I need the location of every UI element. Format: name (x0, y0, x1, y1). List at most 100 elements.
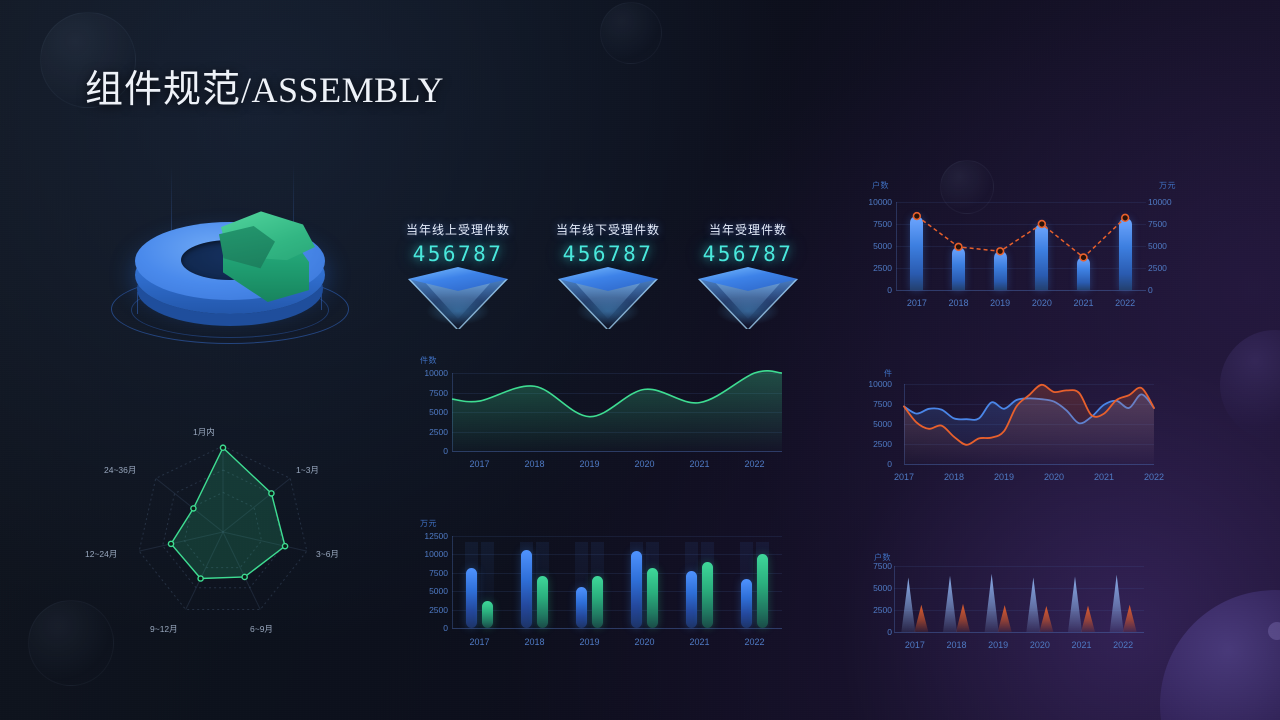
gridline (894, 588, 1144, 589)
axis-tick-label: 0 (443, 623, 448, 633)
radar-points (167, 444, 289, 582)
kpi-card-offline[interactable]: 当年线下受理件数 456787 (533, 221, 683, 329)
axis-tick-label: 2500 (429, 604, 448, 615)
chart-3d-donut[interactable] (111, 162, 349, 346)
gridline (896, 246, 1146, 247)
bar (466, 568, 477, 628)
kpi-pyramid-icon (408, 267, 508, 329)
bar (757, 554, 768, 628)
axis-tick-label: 2017 (904, 640, 925, 650)
axis-tick-label: 2018 (946, 640, 967, 650)
axis-line-x (894, 632, 1144, 633)
kpi-label: 当年受理件数 (708, 223, 787, 237)
axis-tick-label: 2019 (993, 472, 1015, 482)
axis-tick-label: 0 (887, 459, 892, 469)
donut-beam (171, 166, 172, 236)
page-title-en: ASSEMBLY (251, 70, 444, 110)
axis-tick-label: 2018 (524, 637, 545, 647)
axis-tick-label: 2020 (634, 637, 655, 647)
axis-tick-label: 10000 (868, 197, 892, 207)
gridline (452, 536, 782, 537)
axis-tick-label: 2020 (1043, 472, 1065, 482)
axis-tick-label: 7500 (873, 561, 892, 571)
axis-tick-label: 2021 (689, 459, 710, 469)
chart-cone[interactable]: 户数 0 2500 5000 7500 2017 2018 2019 2020 2021 202… (862, 552, 1182, 662)
axis-tick-label: 5000 (429, 407, 448, 417)
bar (702, 562, 713, 628)
gridline (452, 591, 782, 593)
axis-unit: 户数 (874, 553, 891, 562)
radar-svg (138, 444, 308, 610)
chart-grouped-bars[interactable]: 万元 0 2500 5000 7500 10000 12500 2017 2018 2019 2… (418, 518, 790, 658)
axis-tick-label: 2022 (1143, 472, 1165, 482)
axis-tick-label: 2500 (873, 439, 892, 449)
radar-label: 9~12月 (150, 624, 178, 634)
gridline (452, 628, 782, 629)
axis-tick-label: 10000 (424, 368, 448, 378)
chart-bar-line-combo[interactable]: 户数 万元 0 2500 5000 7500 10000 0 2500 5000 7500 10… (862, 180, 1182, 320)
page-title-separator: / (241, 70, 252, 110)
axis-unit: 万元 (420, 519, 437, 528)
axis-tick-label: 2022 (1113, 640, 1134, 650)
axis-tick-label: 2017 (906, 298, 927, 308)
bar (993, 251, 1007, 290)
axis-tick-label: 2018 (948, 298, 969, 308)
donut-platform-tick (137, 292, 138, 314)
axis-tick-label: 2019 (579, 459, 600, 469)
bar (592, 575, 603, 628)
axis-tick-label: 7500 (429, 387, 448, 398)
axis-unit-left: 户数 (872, 181, 889, 190)
radar-label: 12~24月 (85, 549, 118, 559)
axis-tick-label: 5000 (1148, 241, 1167, 251)
page-title-cn: 组件规范 (85, 69, 242, 111)
gridline (896, 224, 1146, 225)
axis-tick-label: 10000 (868, 379, 892, 389)
gridline (894, 566, 1144, 567)
bar (686, 570, 697, 628)
axis-tick-label: 2500 (429, 426, 448, 437)
gridline (452, 554, 782, 556)
kpi-card-total[interactable]: 当年受理件数 456787 (673, 221, 823, 329)
axis-tick-label: 0 (887, 285, 892, 295)
radar-label: 1月内 (193, 427, 215, 437)
axis-tick-label: 2021 (1071, 640, 1092, 650)
axis-tick-label: 0 (443, 446, 448, 456)
axis-tick-label: 2500 (1148, 263, 1167, 273)
axis-tick-label: 2019 (988, 640, 1009, 650)
chart-radar[interactable]: 1月内 1~3月 3~6月 6~9月 9~12月 12~24月 24~36月 (85, 420, 358, 650)
bar (647, 567, 658, 628)
bar (482, 600, 493, 628)
chart-area-green[interactable]: 件数 0 2500 5000 7500 10000 2017 2018 2019 2020 20… (418, 355, 790, 475)
radar-label: 6~9月 (250, 624, 273, 634)
bar (537, 576, 548, 628)
gridline (452, 392, 782, 394)
axis-tick-label: 10000 (424, 549, 448, 560)
axis-tick-label: 5000 (873, 583, 892, 593)
donut-platform-tick (321, 288, 322, 310)
bar (576, 586, 587, 628)
gridline (896, 268, 1146, 269)
kpi-pyramid-icon (698, 267, 798, 329)
decor-sphere-mid (1220, 330, 1280, 440)
bar (521, 549, 532, 628)
axis-tick-label: 12500 (424, 531, 448, 541)
axis-tick-label: 2018 (524, 459, 545, 469)
axis-tick-label: 2019 (579, 637, 600, 647)
axis-tick-label: 2017 (893, 472, 915, 482)
axis-tick-label: 2020 (1029, 640, 1050, 650)
radar-axes (139, 446, 307, 610)
axis-tick-label: 0 (1148, 285, 1153, 295)
axis-unit-right: 万元 (1159, 181, 1176, 190)
kpi-value: 456787 (702, 242, 794, 266)
gridline (896, 290, 1146, 291)
axis-tick-label: 2017 (469, 637, 490, 647)
axis-tick-label: 2021 (1093, 472, 1115, 482)
chart-dual-line-area[interactable]: 件 0 2500 5000 7500 10000 2017 2018 2019 2020 202… (862, 368, 1182, 493)
line-series (903, 383, 1155, 464)
gridline (452, 451, 782, 452)
axis-tick-label: 10000 (1148, 197, 1172, 207)
axis-tick-label: 7500 (1148, 219, 1167, 229)
kpi-label: 当年线下受理件数 (555, 223, 660, 237)
kpi-card-online[interactable]: 当年线上受理件数 456787 (383, 221, 533, 329)
